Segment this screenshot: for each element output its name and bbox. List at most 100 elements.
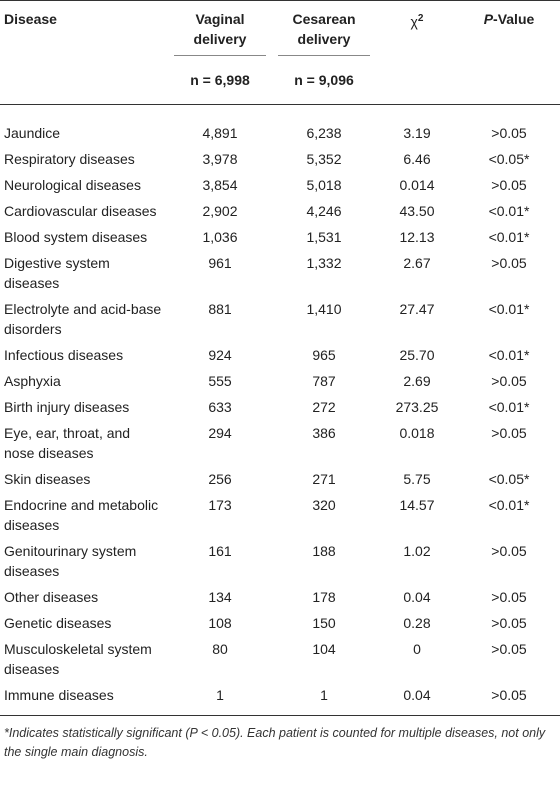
header-cell xyxy=(458,62,560,105)
table-cell: 1,410 xyxy=(306,301,342,317)
table-cell: Musculoskeletal system diseases xyxy=(4,641,152,677)
table-cell: >0.05 xyxy=(491,373,527,389)
table-cell: <0.01* xyxy=(488,203,530,219)
table-cell: 256 xyxy=(208,471,232,487)
table-cell: 150 xyxy=(312,615,336,631)
table-row: Musculoskeletal system diseases 80 104 0 >0.… xyxy=(0,636,560,682)
table-cell: 43.50 xyxy=(399,203,435,219)
table-cell: Respiratory diseases xyxy=(4,151,135,167)
table-row: Birth injury diseases 633 272 273.25 <0.01* xyxy=(0,394,560,420)
table-row: Eye, ear, throat, and nose diseases 294 38… xyxy=(0,420,560,466)
table-cell: Genitourinary system diseases xyxy=(4,543,137,579)
table-cell: Eye, ear, throat, and nose diseases xyxy=(4,425,131,461)
table-cell: 4,891 xyxy=(202,125,238,141)
table-cell: 633 xyxy=(208,399,232,415)
table-body: Jaundice 4,891 6,238 3.19 >0.05 Respiratory d… xyxy=(0,105,560,716)
table-cell: Infectious diseases xyxy=(4,347,124,363)
table-cell: <0.01* xyxy=(488,229,530,245)
table-cell: 1.02 xyxy=(403,543,431,559)
table-cell: 961 xyxy=(208,255,232,271)
table-cell: 787 xyxy=(312,373,336,389)
table-cell: 294 xyxy=(208,425,232,441)
table-cell: 273.25 xyxy=(395,399,439,415)
table-cell: 965 xyxy=(312,347,336,363)
table-cell: >0.05 xyxy=(458,682,560,716)
header-cell: Cesarean delivery xyxy=(272,0,376,62)
table-row: Infectious diseases 924 965 25.70 <0.01* xyxy=(0,342,560,368)
table-cell: Electrolyte and acid-base disorders xyxy=(4,301,162,337)
table-cell: 4,246 xyxy=(306,203,342,219)
table-row: Electrolyte and acid-base disorders 881 1,… xyxy=(0,296,560,342)
header-cell: P-Value xyxy=(458,0,560,62)
table-cell: Skin diseases xyxy=(4,471,91,487)
table-cell: 271 xyxy=(312,471,336,487)
table-cell: <0.05* xyxy=(488,471,530,487)
table-cell: 161 xyxy=(208,543,232,559)
table-cell: Other diseases xyxy=(4,589,99,605)
table-cell: 0.28 xyxy=(403,615,431,631)
table-cell: 3.19 xyxy=(403,125,431,141)
footnote: *Indicates statistically significant (P … xyxy=(4,726,546,759)
table-cell: 12.13 xyxy=(399,229,435,245)
table-row: Asphyxia 555 787 2.69 >0.05 xyxy=(0,368,560,394)
table-cell: 3,854 xyxy=(202,177,238,193)
table-cell: >0.05 xyxy=(491,641,527,657)
table-cell: >0.05 xyxy=(491,589,527,605)
table-cell: 272 xyxy=(312,399,336,415)
header-cell xyxy=(376,62,458,105)
header-text: Cesarean delivery xyxy=(278,9,370,56)
table-cell: 104 xyxy=(312,641,336,657)
table-cell: <0.01* xyxy=(488,301,530,317)
table-cell: Digestive system diseases xyxy=(4,255,110,291)
table-cell: 2.69 xyxy=(403,373,431,389)
header-cell: Vaginal delivery xyxy=(168,0,272,62)
table-cell: Asphyxia xyxy=(4,373,61,389)
table-cell: 173 xyxy=(208,497,232,513)
table-cell: 5,352 xyxy=(306,151,342,167)
table-row: Cardiovascular diseases 2,902 4,246 43.50 <0… xyxy=(0,198,560,224)
table-cell: <0.01* xyxy=(488,347,530,363)
header-cell: n = 6,998 xyxy=(168,62,272,105)
table-cell: Genetic diseases xyxy=(4,615,112,631)
table-cell: 0.014 xyxy=(399,177,435,193)
table-cell: Neurological diseases xyxy=(4,177,141,193)
table-cell: 5.75 xyxy=(403,471,431,487)
table-cell: 0.04 xyxy=(376,682,458,716)
table-cell: 6,238 xyxy=(306,125,342,141)
table-cell: >0.05 xyxy=(491,177,527,193)
table-cell: >0.05 xyxy=(491,255,527,271)
header-text: -Value xyxy=(493,11,535,27)
table-cell: 0.04 xyxy=(403,589,431,605)
table-cell: 0 xyxy=(413,641,421,657)
table-cell: 2,902 xyxy=(202,203,238,219)
table-cell: 25.70 xyxy=(399,347,435,363)
table-row: Respiratory diseases 3,978 5,352 6.46 <0.05* xyxy=(0,146,560,172)
table-cell: 386 xyxy=(312,425,336,441)
header-text: Vaginal delivery xyxy=(174,9,266,56)
header-cell: Disease xyxy=(0,0,168,62)
table-cell: 134 xyxy=(208,589,232,605)
table-cell: 5,018 xyxy=(306,177,342,193)
table-cell: 1,332 xyxy=(306,255,342,271)
table-cell: 320 xyxy=(312,497,336,513)
data-table: Disease Vaginal delivery Cesarean delive… xyxy=(0,0,560,716)
table-row: Jaundice 4,891 6,238 3.19 >0.05 xyxy=(0,105,560,147)
table-cell: 0.018 xyxy=(399,425,435,441)
table-row: Digestive system diseases 961 1,332 2.67 >0.… xyxy=(0,250,560,296)
table-row: Endocrine and metabolic diseases 173 320 14… xyxy=(0,492,560,538)
table-cell: 6.46 xyxy=(403,151,431,167)
table-cell: 27.47 xyxy=(399,301,435,317)
header-cell: χ2 xyxy=(376,0,458,62)
table-cell: 178 xyxy=(312,589,336,605)
table-cell: 1 xyxy=(168,682,272,716)
table-cell: >0.05 xyxy=(491,543,527,559)
table-row: Other diseases 134 178 0.04 >0.05 xyxy=(0,584,560,610)
table-cell: >0.05 xyxy=(491,425,527,441)
header-text: P xyxy=(483,11,494,27)
table-cell: Immune diseases xyxy=(0,682,168,716)
table-cell: 924 xyxy=(208,347,232,363)
table-cell: >0.05 xyxy=(491,615,527,631)
table-row: Genetic diseases 108 150 0.28 >0.05 xyxy=(0,610,560,636)
header-sup: 2 xyxy=(417,13,424,24)
